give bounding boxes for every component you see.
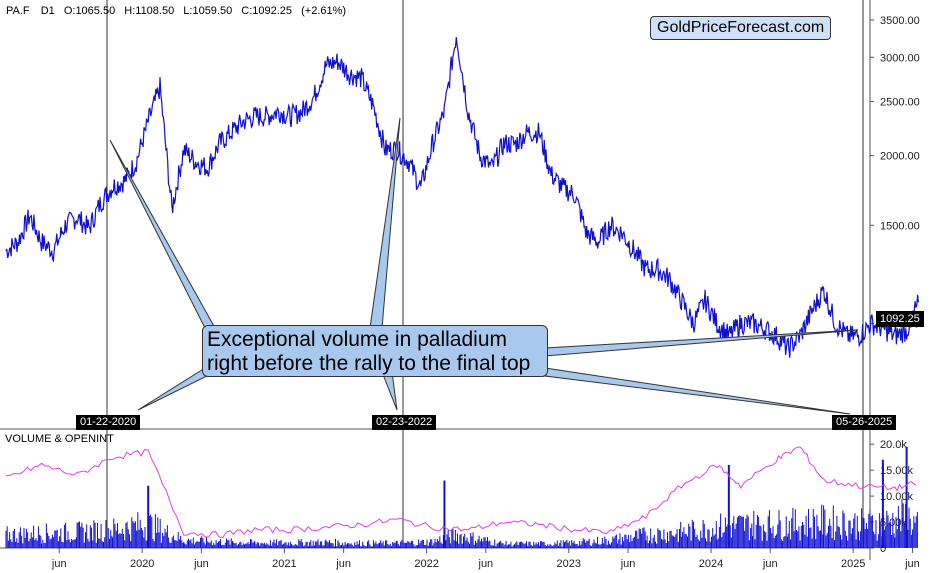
timeframe-label: D1	[41, 5, 55, 17]
volume-annotation: Exceptional volume in palladium right be…	[202, 325, 548, 377]
time-tick-label: jun	[762, 558, 778, 570]
price-tick-label: 1500.00	[880, 220, 920, 232]
time-tick-label: jun	[904, 558, 920, 570]
time-tick-label: jun	[193, 558, 209, 570]
openint-line	[6, 446, 917, 539]
time-tick-label: jun	[620, 558, 636, 570]
time-tick-label: 2024	[699, 558, 723, 570]
price-tick-label: 2500.00	[880, 96, 920, 108]
last-price-label: 1092.25	[876, 311, 924, 327]
date-marker-2022: 02-23-2022	[372, 415, 437, 430]
price-header: PA.F D1 O:1065.50 H:1108.50 L:1059.50 C:…	[6, 5, 346, 17]
time-axis: jun 2020 jun 2021 jun 2022 jun 2023 jun 2024 jun 20…	[51, 548, 920, 570]
brand-logo: GoldPriceForecast.com	[650, 16, 832, 40]
date-marker-2025: 05-26-2025	[832, 415, 897, 430]
marker-lines	[106, 0, 864, 548]
volume-bar-series	[5, 499, 918, 548]
symbol-label: PA.F	[6, 5, 30, 17]
close-value: C:1092.25	[241, 5, 292, 17]
arrow-to-2022-date	[381, 371, 398, 411]
price-line	[5, 37, 919, 358]
arrow-to-2025-price	[544, 329, 859, 357]
callout-arrows	[109, 117, 859, 415]
time-tick-label: 2021	[272, 558, 296, 570]
time-tick-label: 2025	[841, 558, 865, 570]
time-tick-label: 2023	[557, 558, 581, 570]
change-value: (+2.61%)	[301, 5, 346, 17]
low-value: L:1059.50	[183, 5, 232, 17]
annotation-line-2: right before the rally to the final top	[207, 352, 531, 375]
price-tick-label: 3000.00	[880, 52, 920, 64]
price-tick-label: 3500.00	[880, 15, 920, 27]
volume-tick-label: 20.0k	[880, 439, 907, 451]
volume-panel-label: VOLUME & OPENINT	[5, 433, 114, 445]
volume-tick-label: 10.00k	[880, 491, 914, 503]
time-tick-label: jun	[51, 558, 67, 570]
volume-tick-label: 0	[880, 543, 886, 555]
volume-bars	[5, 446, 918, 548]
price-axis: 1000.001500.002000.002500.003000.003500.…	[0, 0, 920, 560]
volume-tick-label: 15.00k	[880, 465, 914, 477]
time-tick-label: 2020	[130, 558, 154, 570]
time-tick-label: 2022	[414, 558, 438, 570]
annotation-line-1: Exceptional volume in palladium	[207, 328, 507, 351]
date-marker-2020: 01-22-2020	[76, 415, 141, 430]
high-value: H:1108.50	[124, 5, 174, 17]
time-tick-label: jun	[335, 558, 351, 570]
open-value: O:1065.50	[64, 5, 115, 17]
time-tick-label: jun	[478, 558, 494, 570]
arrow-to-2025-date	[544, 367, 851, 415]
price-tick-label: 2000.00	[880, 151, 920, 163]
